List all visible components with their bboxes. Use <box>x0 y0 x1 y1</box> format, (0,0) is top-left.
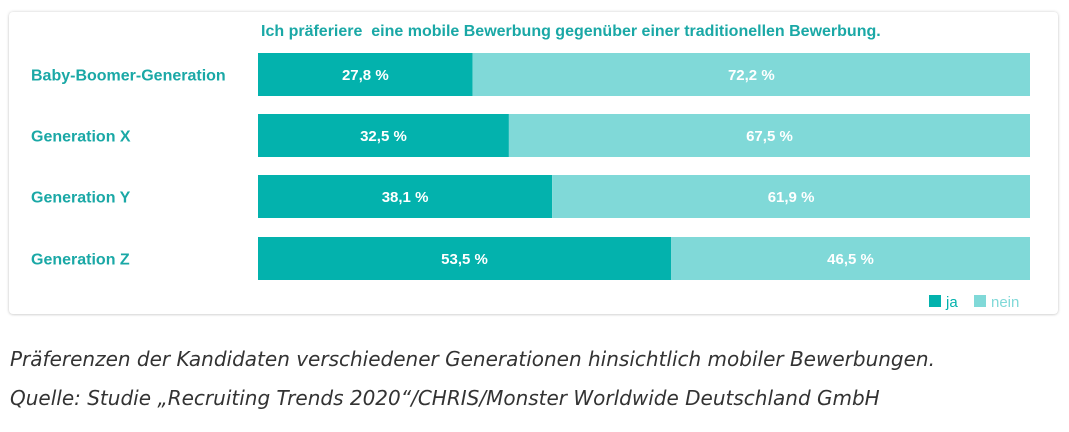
bar-segment-ja <box>258 53 473 96</box>
bar-value-label: 61,9 % <box>768 189 815 206</box>
chart-card: Ich präferiere eine mobile Bewerbung geg… <box>9 12 1058 314</box>
bar-segment-nein <box>552 175 1030 218</box>
bar-segment-nein <box>671 237 1030 280</box>
bar-value-label: 32,5 % <box>360 128 407 145</box>
bar-value-label: 38,1 % <box>382 189 429 206</box>
legend-swatch-nein <box>974 295 986 307</box>
legend-swatch-ja <box>929 295 941 307</box>
category-label: Generation Z <box>31 252 130 269</box>
caption-source: Quelle: Studie „Recruiting Trends 2020“/… <box>10 386 880 410</box>
bar-value-label: 53,5 % <box>441 251 488 268</box>
legend-label-nein: nein <box>991 294 1019 311</box>
bar-segment-ja <box>258 237 672 280</box>
bar-value-label: 27,8 % <box>342 67 389 84</box>
bar-segment-ja <box>258 114 509 157</box>
bar-value-label: 67,5 % <box>746 128 793 145</box>
bar-segment-nein <box>472 53 1030 96</box>
chart-title: Ich präferiere eine mobile Bewerbung geg… <box>261 23 881 40</box>
legend-label-ja: ja <box>945 294 958 311</box>
category-label: Generation Y <box>31 190 131 207</box>
stacked-bar-chart: Ich präferiere eine mobile Bewerbung geg… <box>31 23 1030 311</box>
bar-value-label: 72,2 % <box>728 67 775 84</box>
caption-description: Präferenzen der Kandidaten verschiedener… <box>10 347 935 371</box>
category-label: Generation X <box>31 129 131 146</box>
bar-value-label: 46,5 % <box>827 251 874 268</box>
category-label: Baby-Boomer-Generation <box>31 68 226 85</box>
bar-segment-nein <box>508 114 1030 157</box>
bar-segment-ja <box>258 175 553 218</box>
